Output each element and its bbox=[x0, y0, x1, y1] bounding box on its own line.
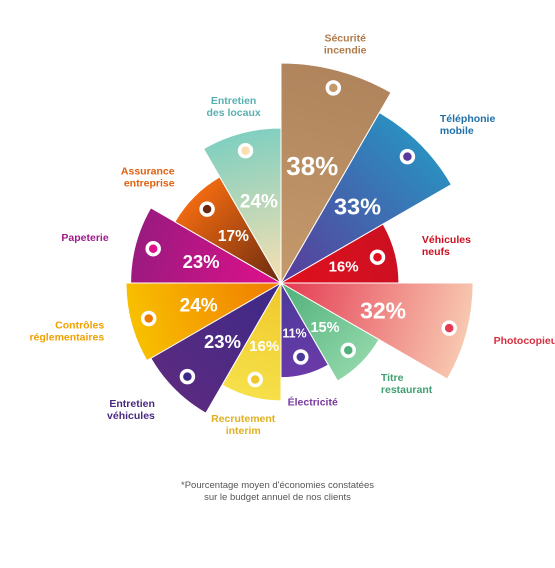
footnote-line-2: sur le budget annuel de nos clients bbox=[204, 492, 351, 503]
category-label-5: Électricité bbox=[288, 396, 338, 409]
slice-dot-11 bbox=[237, 142, 254, 159]
category-label-6: Recrutement interim bbox=[211, 413, 276, 437]
slice-4 bbox=[279, 281, 380, 382]
percent-label-0: 38% bbox=[286, 151, 338, 181]
percent-label-6: 16% bbox=[249, 338, 279, 355]
slice-dot-5 bbox=[293, 349, 309, 365]
slice-dot-1 bbox=[399, 148, 416, 165]
category-label-8: Contrôles réglementaires bbox=[29, 319, 104, 343]
slice-11 bbox=[202, 127, 282, 285]
slice-dot-7 bbox=[179, 368, 196, 385]
category-label-10: Assurance entreprise bbox=[121, 166, 175, 190]
slice-dot-0 bbox=[325, 80, 342, 96]
percent-label-11: 24% bbox=[240, 191, 278, 212]
slice-9 bbox=[130, 207, 283, 284]
slice-dot-2 bbox=[369, 249, 386, 265]
percent-label-7: 23% bbox=[204, 331, 241, 352]
percent-label-3: 32% bbox=[360, 297, 406, 323]
footnote-line-1: *Pourcentage moyen d'économies constatée… bbox=[181, 480, 374, 491]
percent-label-2: 16% bbox=[329, 259, 359, 276]
slice-dot-8 bbox=[140, 310, 157, 327]
slice-dot-9 bbox=[145, 240, 161, 257]
slice-dot-10 bbox=[199, 201, 215, 217]
percent-label-4: 15% bbox=[310, 320, 339, 336]
dots-group bbox=[140, 80, 457, 388]
footnote: *Pourcentage moyen d'économies constatée… bbox=[0, 480, 555, 504]
percent-label-9: 23% bbox=[183, 251, 220, 272]
percent-label-5: 11% bbox=[282, 327, 306, 341]
category-label-11: Entretien des locaux bbox=[206, 95, 260, 119]
slice-dot-3 bbox=[441, 320, 457, 336]
slice-dot-6 bbox=[247, 371, 263, 388]
percent-labels-group: 38%33%16%32%15%11%16%23%24%23%17%24% bbox=[180, 151, 406, 355]
category-label-7: Entretien véhicules bbox=[107, 398, 155, 422]
category-labels-group: Sécurité incendie Téléphonie mobile Véhicule… bbox=[29, 33, 555, 437]
slice-3 bbox=[279, 282, 474, 380]
slice-8 bbox=[125, 282, 283, 362]
category-label-2: Véhicules neufs bbox=[422, 234, 471, 258]
slice-0 bbox=[280, 62, 392, 285]
percent-label-1: 33% bbox=[334, 194, 381, 220]
percent-label-10: 17% bbox=[218, 228, 249, 245]
percent-label-8: 24% bbox=[180, 296, 218, 317]
category-label-4: Titre restaurant bbox=[381, 372, 433, 396]
category-label-9: Papeterie bbox=[61, 232, 108, 244]
slice-dot-4 bbox=[340, 342, 357, 359]
category-label-0: Sécurité incendie bbox=[324, 33, 367, 57]
category-label-1: Téléphonie mobile bbox=[440, 113, 496, 137]
category-label-3: Photocopieur bbox=[494, 335, 555, 347]
